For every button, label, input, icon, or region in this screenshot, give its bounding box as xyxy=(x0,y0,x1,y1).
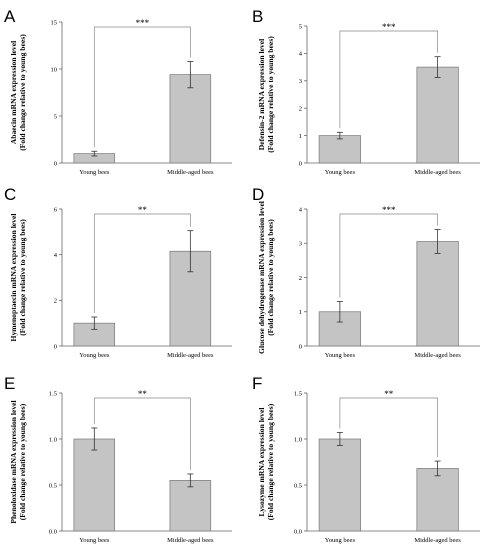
y-tick-label: 2 xyxy=(299,106,302,113)
significance-label: *** xyxy=(382,205,396,215)
y-axis-label: Lysozyme mRNA expression level xyxy=(257,408,266,517)
y-tick-label: 0 xyxy=(54,343,57,350)
y-tick-label: 1 xyxy=(299,133,302,140)
significance-bracket xyxy=(339,397,438,458)
y-tick-label: 1.5 xyxy=(49,390,57,397)
y-axis-label: (Fold change relative to young bees) xyxy=(266,36,275,153)
significance-label: *** xyxy=(382,22,396,32)
y-axis-label: Hymenoptaecin mRNA expression level xyxy=(9,214,18,342)
y-axis-label: Abaecin mRNA expression level xyxy=(9,41,18,144)
y-tick-label: 0 xyxy=(54,160,57,167)
chart-panel-c: C 0 2 4 6 Hymenoptaecin mRNA expression level… xyxy=(4,185,232,359)
significance-label: ** xyxy=(138,389,148,399)
y-axis-label: Phenoloxidase mRNA expression level xyxy=(9,400,18,523)
y-tick-label: 0.5 xyxy=(49,482,57,489)
bar-young xyxy=(318,135,361,164)
bar-middle-aged xyxy=(416,468,459,532)
y-tick-label: 1.0 xyxy=(49,436,57,443)
category-label: Young bees xyxy=(79,169,110,176)
y-tick-label: 4 xyxy=(299,206,303,213)
y-tick-label: 4 xyxy=(299,51,303,58)
category-label: Middle-aged bees xyxy=(167,352,214,359)
y-tick-label: 3 xyxy=(299,241,302,248)
significance-bracket xyxy=(93,397,191,470)
y-tick-label: 6 xyxy=(54,206,58,213)
bar-middle-aged xyxy=(416,66,459,164)
significance-bracket xyxy=(339,30,438,129)
y-tick-label: 15 xyxy=(51,19,58,26)
significance-bracket xyxy=(93,26,191,148)
category-label: Middle-aged bees xyxy=(414,537,461,544)
y-axis-label: Defensin-2 mRNA expression level xyxy=(257,39,266,150)
bar-middle-aged xyxy=(169,480,212,532)
chart-panel-f: F 0.0 0.5 1.0 1.5 Lysozyme mRNA expression le… xyxy=(252,374,480,544)
y-axis-label: (Fold change relative to young bees) xyxy=(18,403,27,520)
category-label: Young bees xyxy=(325,352,356,359)
y-axis-label: (Fold change relative to young bees) xyxy=(266,219,275,336)
significance-label: *** xyxy=(136,18,150,28)
panel-letter: C xyxy=(4,185,16,204)
y-tick-label: 0.0 xyxy=(294,528,302,535)
panel-letter: F xyxy=(252,374,262,393)
y-tick-label: 1.5 xyxy=(294,390,302,397)
y-tick-label: 5 xyxy=(54,113,57,120)
y-tick-label: 0.0 xyxy=(49,528,57,535)
panel-letter: A xyxy=(4,7,16,26)
y-tick-label: 2 xyxy=(54,298,57,305)
significance-label: ** xyxy=(384,389,394,399)
y-tick-label: 10 xyxy=(51,66,58,73)
panel-letter: D xyxy=(252,185,264,204)
category-label: Young bees xyxy=(79,537,110,544)
bar-young xyxy=(73,438,116,532)
bar-young xyxy=(318,438,361,532)
y-axis-label: (Fold change relative to young bees) xyxy=(266,403,275,520)
category-label: Young bees xyxy=(79,352,110,359)
y-tick-label: 4 xyxy=(54,252,58,259)
y-axis-label: (Fold change relative to young bees) xyxy=(18,219,27,336)
y-axis-label: (Fold change relative to young bees) xyxy=(18,34,27,151)
significance-label: ** xyxy=(138,205,148,215)
significance-bracket xyxy=(339,213,438,298)
y-tick-label: 0.5 xyxy=(294,482,302,489)
y-tick-label: 5 xyxy=(299,23,302,30)
y-tick-label: 0 xyxy=(299,343,302,350)
significance-bracket xyxy=(93,213,191,314)
y-tick-label: 3 xyxy=(299,78,302,85)
chart-panel-e: E 0.0 0.5 1.0 1.5 Phenoloxidase mRNA expressi… xyxy=(4,374,232,544)
panel-letter: E xyxy=(4,374,15,393)
category-label: Middle-aged bees xyxy=(167,537,214,544)
category-label: Middle-aged bees xyxy=(167,169,214,176)
chart-panel-b: B 0 1 2 3 4 5 Defensin-2 mRNA expression level(… xyxy=(252,7,480,176)
category-label: Middle-aged bees xyxy=(414,169,461,176)
category-label: Middle-aged bees xyxy=(414,352,461,359)
chart-panel-d: D 0 1 2 3 4 Glucose dehydrogenase mRNA express… xyxy=(252,185,480,359)
category-label: Young bees xyxy=(325,169,356,176)
y-tick-label: 0 xyxy=(299,160,302,167)
category-label: Young bees xyxy=(325,537,356,544)
bar-middle-aged xyxy=(416,241,459,347)
panel-letter: B xyxy=(252,7,263,26)
chart-panel-a: A 0 5 10 15 Abaecin mRNA expression level (Fol… xyxy=(4,7,232,176)
y-tick-label: 1.0 xyxy=(294,436,302,443)
y-axis-label: Glucose dehydrogenase mRNA expression le… xyxy=(257,201,266,354)
y-tick-label: 1 xyxy=(299,309,302,316)
y-tick-label: 2 xyxy=(299,275,302,282)
